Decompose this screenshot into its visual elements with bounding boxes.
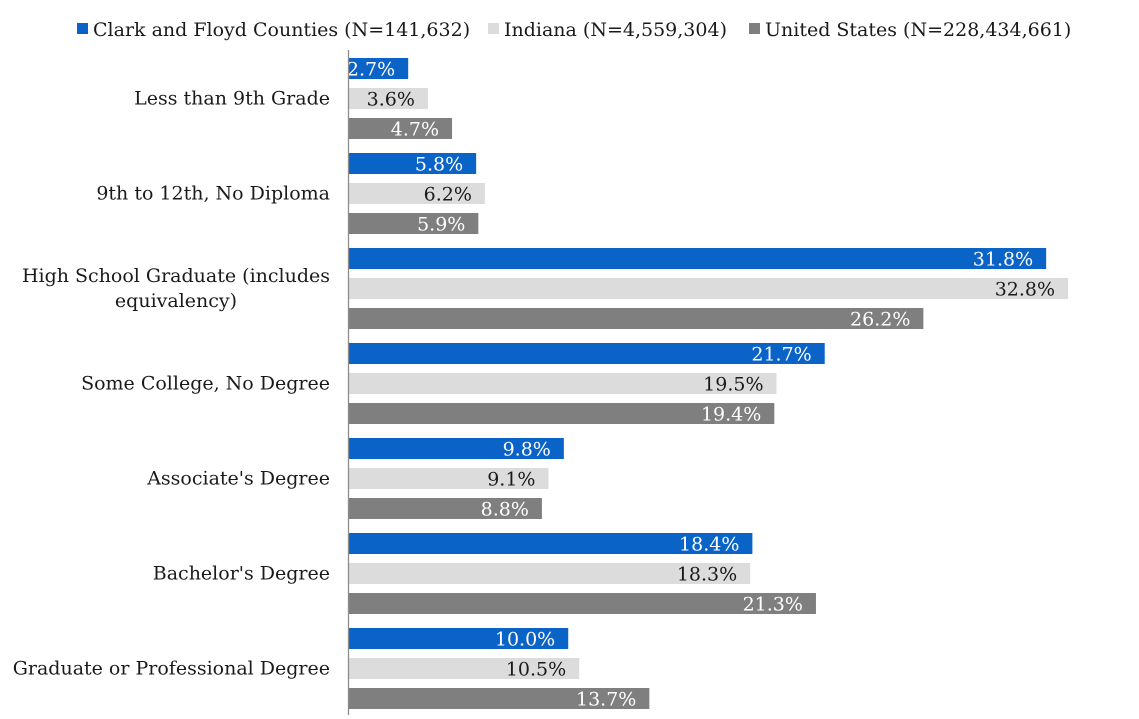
bar-6-series-3 bbox=[349, 593, 816, 614]
legend-swatch-2 bbox=[488, 23, 499, 34]
category-label-5: Associate's Degree bbox=[146, 468, 330, 490]
category-label-1: Less than 9th Grade bbox=[134, 88, 330, 110]
data-label-2-series-2: 6.2% bbox=[424, 184, 472, 206]
data-label-5-series-3: 8.8% bbox=[481, 499, 529, 521]
data-label-7-series-1: 10.0% bbox=[495, 629, 555, 651]
bar-5-series-1 bbox=[349, 438, 564, 459]
legend-swatch-3 bbox=[749, 23, 760, 34]
data-label-2-series-1: 5.8% bbox=[415, 154, 463, 176]
category-label-2: 9th to 12th, No Diploma bbox=[96, 183, 330, 205]
bar-2-series-2 bbox=[349, 183, 485, 204]
data-label-3-series-3: 26.2% bbox=[850, 309, 910, 331]
data-label-3-series-1: 31.8% bbox=[973, 249, 1033, 271]
legend-swatch-1 bbox=[77, 23, 88, 34]
data-label-1-series-2: 3.6% bbox=[367, 89, 415, 111]
data-label-6-series-3: 21.3% bbox=[743, 594, 803, 616]
bar-5-series-3 bbox=[349, 498, 542, 519]
data-label-2-series-3: 5.9% bbox=[417, 214, 465, 236]
bar-4-series-2 bbox=[349, 373, 777, 394]
legend-label-3: United States (N=228,434,661) bbox=[765, 19, 1071, 41]
category-label-4: Some College, No Degree bbox=[81, 373, 330, 395]
data-label-1-series-3: 4.7% bbox=[391, 119, 439, 141]
data-label-4-series-1: 21.7% bbox=[751, 344, 811, 366]
bar-2-series-3 bbox=[349, 213, 479, 234]
data-label-6-series-2: 18.3% bbox=[677, 564, 737, 586]
bar-4-series-1 bbox=[349, 343, 825, 364]
data-label-7-series-2: 10.5% bbox=[506, 659, 566, 681]
category-label-6: Bachelor's Degree bbox=[153, 563, 330, 585]
bar-7-series-2 bbox=[349, 658, 580, 679]
bar-6-series-1 bbox=[349, 533, 753, 554]
data-label-4-series-3: 19.4% bbox=[701, 404, 761, 426]
bar-3-series-3 bbox=[349, 308, 924, 329]
category-label-3-line-2: equivalency) bbox=[115, 290, 237, 312]
bar-7-series-3 bbox=[349, 688, 650, 709]
bar-7-series-1 bbox=[349, 628, 569, 649]
data-label-4-series-2: 19.5% bbox=[703, 374, 763, 396]
legend-label-1: Clark and Floyd Counties (N=141,632) bbox=[93, 19, 470, 41]
bar-5-series-2 bbox=[349, 468, 549, 489]
data-label-7-series-3: 13.7% bbox=[576, 689, 636, 711]
data-label-3-series-2: 32.8% bbox=[995, 279, 1055, 301]
bar-6-series-2 bbox=[349, 563, 751, 584]
bar-3-series-1 bbox=[349, 248, 1047, 269]
bar-1-series-2 bbox=[349, 88, 428, 109]
bar-4-series-3 bbox=[349, 403, 775, 424]
bar-3-series-2 bbox=[349, 278, 1069, 299]
bars: 2.7% 3.6% 4.7% 5.8% 6.2% 5.9% 31.8% 32.8% 26.2% 2… bbox=[347, 58, 1069, 711]
bar-2-series-1 bbox=[349, 153, 477, 174]
legend-label-2: Indiana (N=4,559,304) bbox=[504, 19, 727, 41]
data-label-6-series-1: 18.4% bbox=[679, 534, 739, 556]
data-label-5-series-2: 9.1% bbox=[487, 469, 535, 491]
category-label-7: Graduate or Professional Degree bbox=[13, 658, 330, 680]
category-labels: Less than 9th Grade 9th to 12th, No Diplo… bbox=[13, 88, 330, 680]
bar-1-series-1 bbox=[349, 58, 409, 79]
data-label-5-series-1: 9.8% bbox=[503, 439, 551, 461]
legend: Clark and Floyd Counties (N=141,632) Indi… bbox=[77, 19, 1071, 41]
bar-1-series-3 bbox=[349, 118, 453, 139]
category-label-3-line-1: High School Graduate (includes bbox=[22, 265, 330, 287]
data-label-1-series-1: 2.7% bbox=[347, 59, 395, 81]
